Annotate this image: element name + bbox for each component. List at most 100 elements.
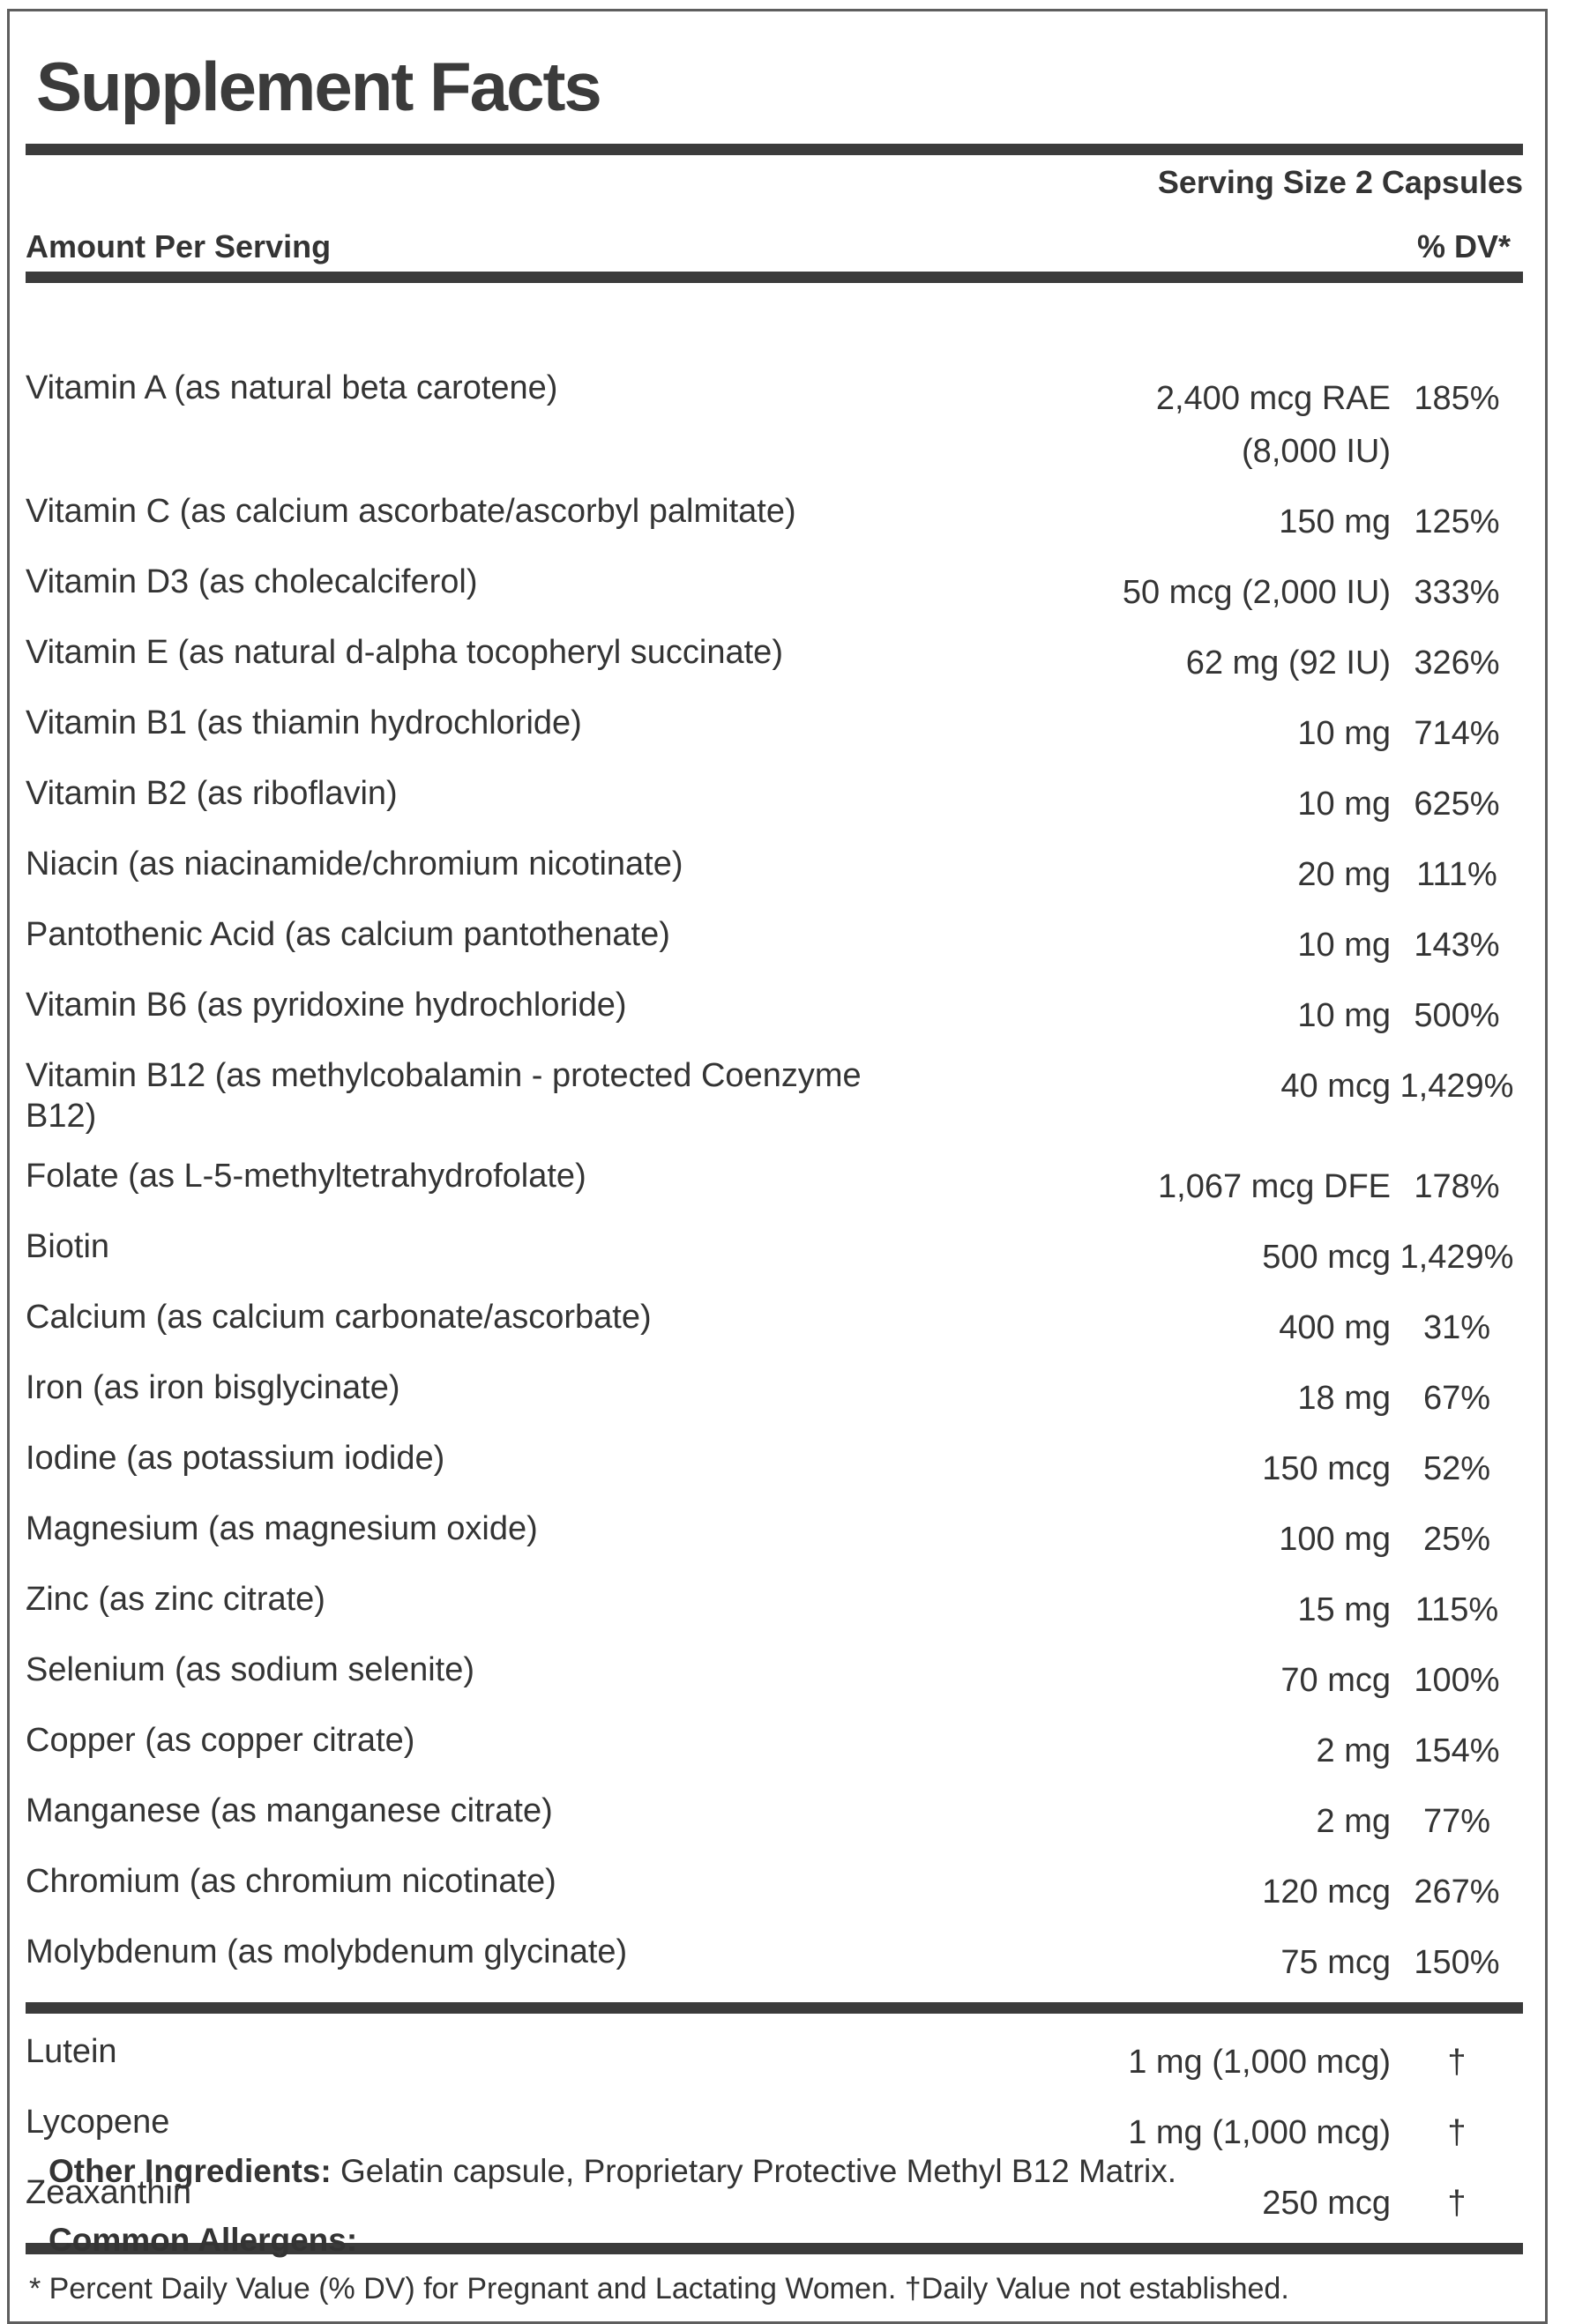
nutrient-rows: Vitamin A (as natural beta carotene) 2,4…	[26, 368, 1523, 1983]
nutrient-row: Molybdenum (as molybdenum glycinate) 75 …	[26, 1932, 1523, 1983]
nutrient-dv: 625%	[1414, 786, 1500, 823]
nutrient-name: Chromium (as chromium nicotinate)	[26, 1863, 556, 1900]
nutrient-dv: 1,429%	[1400, 1239, 1514, 1276]
nutrient-name: Zinc (as zinc citrate)	[26, 1581, 325, 1618]
nutrient-values: 1,067 mcg DFE 178%	[899, 1166, 1523, 1207]
nutrient-amount-column: 50 mcg (2,000 IU)	[899, 572, 1391, 613]
nutrient-row: Magnesium (as magnesium oxide) 100 mg 25…	[26, 1508, 1523, 1560]
nutrient-amount-column: 150 mcg	[899, 1449, 1391, 1489]
nutrient-amount: 10 mg	[1297, 927, 1391, 964]
nutrient-values: 2,400 mcg RAE (8,000 IU) 185%	[899, 378, 1523, 472]
nutrient-amount-column: 20 mg	[899, 854, 1391, 895]
nutrient-name: Vitamin B12 (as methylcobalamin - protec…	[26, 1057, 862, 1135]
nutrient-name: Iron (as iron bisglycinate)	[26, 1369, 400, 1406]
nutrient-amount: 10 mg	[1297, 997, 1391, 1034]
nutrient-row: Lutein 1 mg (1,000 mcg) †	[26, 2031, 1523, 2082]
extra-nutrient-rows: Lutein 1 mg (1,000 mcg) † Lycopene 1 mg …	[26, 2031, 1523, 2223]
nutrient-name: Molybdenum (as molybdenum glycinate)	[26, 1933, 628, 1970]
common-allergens-label: Common Allergens:	[49, 2222, 358, 2258]
nutrient-row: Iron (as iron bisglycinate) 18 mg 67%	[26, 1367, 1523, 1419]
nutrient-row: Folate (as L-5-methyltetrahydrofolate) 1…	[26, 1156, 1523, 1207]
nutrient-row: Iodine (as potassium iodide) 150 mcg 52%	[26, 1438, 1523, 1489]
nutrient-amount: 10 mg	[1297, 715, 1391, 752]
nutrient-name: Selenium (as sodium selenite)	[26, 1651, 475, 1688]
nutrient-values: 70 mcg 100%	[899, 1660, 1523, 1701]
nutrient-amount: 10 mg	[1297, 786, 1391, 823]
nutrient-amount-column: 1,067 mcg DFE	[899, 1166, 1391, 1207]
nutrient-values: 1 mg (1,000 mcg) †	[899, 2042, 1523, 2082]
nutrient-amount: 18 mg	[1297, 1380, 1391, 1417]
nutrient-dv: 1,429%	[1400, 1068, 1514, 1105]
nutrient-values: 2 mg 154%	[899, 1731, 1523, 1771]
daily-value-footnote: * Percent Daily Value (% DV) for Pregnan…	[29, 2272, 1289, 2305]
nutrient-amount: 75 mcg	[1280, 1944, 1391, 1981]
nutrient-name: Pantothenic Acid (as calcium pantothenat…	[26, 916, 670, 953]
nutrient-row: Niacin (as niacinamide/chromium nicotina…	[26, 844, 1523, 895]
nutrient-values: 15 mg 115%	[899, 1590, 1523, 1630]
nutrient-amount-column: 10 mg	[899, 925, 1391, 965]
nutrient-row: Vitamin C (as calcium ascorbate/ascorbyl…	[26, 491, 1523, 542]
nutrient-dv: 178%	[1414, 1168, 1500, 1205]
nutrient-name: Copper (as copper citrate)	[26, 1722, 415, 1759]
nutrient-values: 2 mg 77%	[899, 1801, 1523, 1842]
nutrient-amount: 2 mg	[1316, 1732, 1391, 1769]
nutrient-amount: 500 mcg	[1262, 1239, 1391, 1276]
nutrient-amount-column: 10 mg	[899, 713, 1391, 754]
nutrient-values: 40 mcg 1,429%	[899, 1066, 1523, 1106]
nutrient-amount: 2 mg	[1316, 1803, 1391, 1840]
nutrient-dv: 115%	[1415, 1591, 1499, 1628]
nutrient-dv: 154%	[1414, 1732, 1500, 1769]
nutrient-amount-column: 120 mcg	[899, 1872, 1391, 1912]
nutrient-amount: 20 mg	[1297, 856, 1391, 893]
nutrient-name: Niacin (as niacinamide/chromium nicotina…	[26, 845, 683, 883]
nutrient-dv: †	[1447, 2044, 1467, 2081]
nutrient-name: Iodine (as potassium iodide)	[26, 1440, 445, 1477]
nutrient-row: Zinc (as zinc citrate) 15 mg 115%	[26, 1579, 1523, 1630]
nutrient-amount: 250 mcg	[1262, 2185, 1391, 2222]
nutrient-dv: †	[1447, 2185, 1467, 2222]
nutrient-amount: 150 mg	[1279, 503, 1391, 540]
nutrient-amount: 40 mcg	[1280, 1068, 1391, 1105]
nutrient-row: Lycopene 1 mg (1,000 mcg) †	[26, 2102, 1523, 2153]
nutrient-values: 50 mcg (2,000 IU) 333%	[899, 572, 1523, 613]
nutrient-amount: 400 mg	[1279, 1309, 1391, 1346]
nutrient-amount-column: 10 mg	[899, 995, 1391, 1036]
other-ingredients-label: Other Ingredients:	[49, 2153, 332, 2189]
nutrient-amount: 15 mg	[1297, 1591, 1391, 1628]
nutrient-name: Manganese (as manganese citrate)	[26, 1792, 553, 1829]
nutrient-row: Copper (as copper citrate) 2 mg 154%	[26, 1720, 1523, 1771]
nutrient-dv: 185%	[1414, 380, 1500, 417]
nutrient-dv: 100%	[1414, 1662, 1500, 1699]
nutrient-amount: 1 mg (1,000 mcg)	[1128, 2114, 1391, 2151]
nutrient-amount: 1 mg (1,000 mcg)	[1128, 2044, 1391, 2081]
nutrient-amount: 50 mcg (2,000 IU)	[1122, 574, 1391, 611]
nutrient-amount-column: 75 mcg	[899, 1942, 1391, 1983]
nutrient-values: 62 mg (92 IU) 326%	[899, 643, 1523, 683]
nutrient-values: 150 mcg 52%	[899, 1449, 1523, 1489]
nutrient-name: Vitamin D3 (as cholecalciferol)	[26, 563, 478, 600]
serving-size-label: Serving Size 2 Capsules	[1157, 164, 1523, 200]
nutrient-row: Vitamin B12 (as methylcobalamin - protec…	[26, 1055, 1523, 1136]
nutrient-name: Lutein	[26, 2033, 117, 2070]
nutrient-amount-secondary: (8,000 IU)	[1242, 433, 1391, 470]
other-ingredients-text: Gelatin capsule, Proprietary Protective …	[340, 2153, 1176, 2189]
nutrient-name: Vitamin E (as natural d-alpha tocopheryl…	[26, 634, 783, 671]
nutrient-name: Vitamin B2 (as riboflavin)	[26, 775, 398, 812]
nutrient-row: Manganese (as manganese citrate) 2 mg 77…	[26, 1791, 1523, 1842]
nutrient-row: Vitamin B6 (as pyridoxine hydrochloride)…	[26, 985, 1523, 1036]
nutrient-row: Vitamin B1 (as thiamin hydrochloride) 10…	[26, 703, 1523, 754]
nutrient-name: Vitamin B6 (as pyridoxine hydrochloride)	[26, 987, 627, 1024]
divider-under-title	[26, 144, 1523, 155]
nutrient-values: 10 mg 500%	[899, 995, 1523, 1036]
nutrient-values: 500 mcg 1,429%	[899, 1237, 1523, 1277]
nutrient-values: 18 mg 67%	[899, 1378, 1523, 1419]
nutrient-dv: 25%	[1422, 1521, 1491, 1558]
divider-under-header	[26, 272, 1523, 283]
nutrient-values: 100 mg 25%	[899, 1519, 1523, 1560]
nutrient-amount-column: 2 mg	[899, 1801, 1391, 1842]
nutrient-amount: 120 mcg	[1262, 1873, 1391, 1911]
nutrient-amount-column: 10 mg	[899, 784, 1391, 824]
nutrient-name: Folate (as L-5-methyltetrahydrofolate)	[26, 1158, 586, 1195]
nutrient-dv: 77%	[1422, 1803, 1491, 1840]
nutrient-values: 150 mg 125%	[899, 502, 1523, 542]
